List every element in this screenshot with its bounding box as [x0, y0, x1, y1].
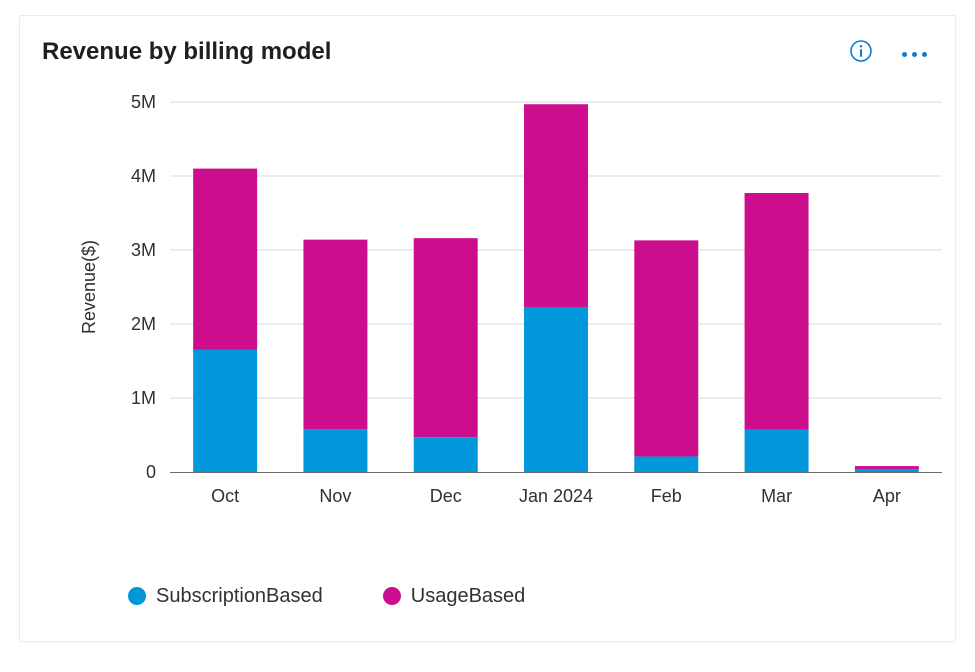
y-tick-label: 5M [131, 92, 156, 112]
legend-item-subscription[interactable]: SubscriptionBased [128, 585, 323, 608]
bar-segment-subscription[interactable] [524, 307, 588, 472]
x-tick-label: Apr [873, 486, 901, 506]
x-tick-label: Dec [430, 486, 462, 506]
bar-segment-subscription[interactable] [634, 456, 698, 472]
bar-segment-usage[interactable] [303, 240, 367, 429]
card-header: Revenue by billing model [20, 16, 955, 82]
x-tick-label: Mar [761, 486, 792, 506]
bar-segment-usage[interactable] [414, 238, 478, 437]
y-tick-label: 1M [131, 388, 156, 408]
x-tick-label: Jan 2024 [519, 486, 593, 506]
more-horizontal-icon [899, 45, 929, 60]
y-tick-label: 0 [146, 462, 156, 482]
x-tick-label: Nov [319, 486, 351, 506]
bar-segment-usage[interactable] [193, 169, 257, 350]
y-axis-label: Revenue($) [79, 240, 99, 334]
revenue-stacked-bar-chart: 0 1M 2M 3M 4M 5M Oct Nov Dec Jan 2024 Feb Mar Apr Rev… [20, 82, 957, 582]
bar-segment-subscription[interactable] [855, 469, 919, 472]
bar-segment-usage[interactable] [524, 104, 588, 307]
legend-label: SubscriptionBased [156, 585, 323, 608]
x-tick-label: Oct [211, 486, 239, 506]
legend-item-usage[interactable]: UsageBased [383, 585, 526, 608]
header-actions [849, 39, 933, 66]
y-tick-label: 4M [131, 166, 156, 186]
info-button[interactable] [849, 39, 873, 66]
legend-swatch-usage [383, 587, 401, 605]
y-tick-label: 3M [131, 240, 156, 260]
legend-label: UsageBased [411, 585, 526, 608]
x-tick-label: Feb [651, 486, 682, 506]
chart-card: Revenue by billing model 0 1M 2M 3M 4M 5M Oct N… [19, 15, 956, 642]
y-tick-label: 2M [131, 314, 156, 334]
bar-segment-subscription[interactable] [414, 437, 478, 472]
info-icon [849, 39, 873, 66]
bar-segment-subscription[interactable] [745, 430, 809, 472]
bar-segment-usage[interactable] [745, 193, 809, 430]
bar-segment-subscription[interactable] [193, 350, 257, 472]
bar-segment-subscription[interactable] [303, 429, 367, 472]
bar-segment-usage[interactable] [855, 466, 919, 469]
more-actions-button[interactable] [899, 45, 929, 60]
bar-segment-usage[interactable] [634, 240, 698, 456]
legend-swatch-subscription [128, 587, 146, 605]
chart-area: 0 1M 2M 3M 4M 5M Oct Nov Dec Jan 2024 Feb Mar Apr Rev… [20, 82, 955, 571]
card-title: Revenue by billing model [42, 38, 849, 66]
